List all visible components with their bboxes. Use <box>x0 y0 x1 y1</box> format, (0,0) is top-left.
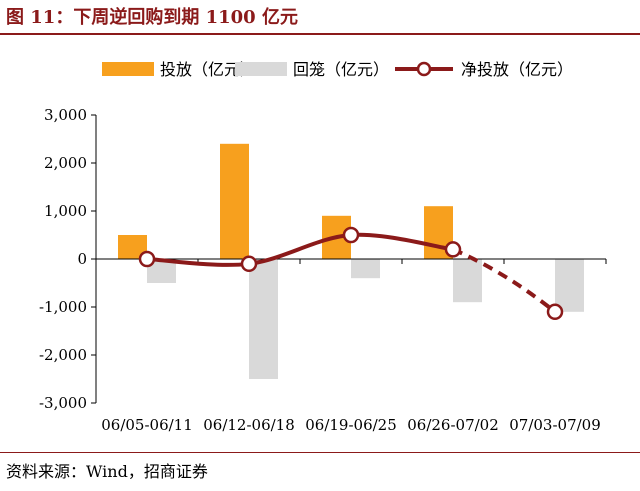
net-point-1 <box>240 255 258 273</box>
y-tick-label-3: 0 <box>77 250 87 268</box>
x-tick-label-2: 06/19-06/25 <box>305 416 397 434</box>
y-tick-label-2: 1,000 <box>44 202 87 220</box>
legend-swatch-1 <box>235 62 287 76</box>
net-line-dashed <box>452 247 557 314</box>
y-tick-label-6: -3,000 <box>39 394 87 412</box>
x-tick-label-1: 06/12-06/18 <box>203 416 295 434</box>
bar-withdrawal-4 <box>555 259 584 312</box>
legend-swatch-0 <box>102 62 154 76</box>
net-line-solid <box>146 232 454 267</box>
y-tick-label-1: 2,000 <box>44 154 87 172</box>
legend: 投放（亿元） 回笼（亿元） 净投放（亿元） <box>102 60 573 79</box>
source-divider <box>0 452 640 453</box>
legend-swatch-marker-2 <box>416 61 432 77</box>
x-tick-label-0: 06/05-06/11 <box>101 416 193 434</box>
x-tick-label-4: 07/03-07/09 <box>509 416 601 434</box>
legend-label-1: 回笼（亿元） <box>293 60 389 79</box>
title-divider <box>0 33 640 35</box>
source-note: 资料来源：Wind，招商证券 <box>6 462 208 481</box>
net-point-4 <box>546 303 564 321</box>
plot-area: 3,000 2,000 1,000 0 -1,000 -2,000 -3,000 06/05-… <box>39 106 607 434</box>
bar-withdrawal-2 <box>351 259 380 279</box>
net-point-3 <box>444 241 462 258</box>
legend-label-0: 投放（亿元） <box>160 60 256 79</box>
x-tick-label-3: 06/26-07/02 <box>407 416 499 434</box>
y-tick-label-4: -1,000 <box>39 298 87 316</box>
y-tick-label-0: 3,000 <box>44 106 87 124</box>
bar-line-chart: 投放（亿元） 回笼（亿元） 净投放（亿元） 3,000 2,000 1,000 0 -1,0… <box>39 60 607 434</box>
y-tick-label-5: -2,000 <box>39 346 87 364</box>
net-point-0 <box>138 250 156 268</box>
bar-withdrawal-3 <box>453 259 482 303</box>
bar-injection-1 <box>220 143 249 259</box>
net-point-2 <box>342 226 360 244</box>
bar-withdrawal-1 <box>249 259 278 379</box>
figure-title: 图 11：下周逆回购到期 1100 亿元 <box>6 7 298 28</box>
legend-label-2: 净投放（亿元） <box>461 60 573 79</box>
